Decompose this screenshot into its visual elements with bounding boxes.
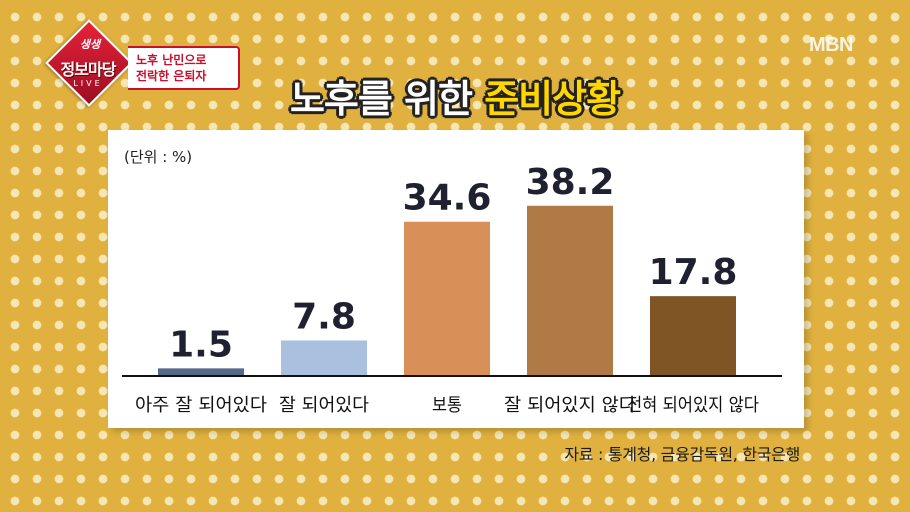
subtitle-line-2: 전락한 은퇴자 xyxy=(136,69,207,83)
logo-top-text: 생생 xyxy=(79,38,101,51)
headline-part-1: 노후를 위한 xyxy=(289,77,485,121)
bar-1 xyxy=(158,368,244,375)
category-label-5: 전혀 되어있지 않다 xyxy=(627,395,759,416)
value-label-1: 1.5 xyxy=(169,324,233,365)
category-label-4: 잘 되어있지 않다 xyxy=(504,395,636,416)
bar-2 xyxy=(281,340,367,375)
channel-watermark: MBN xyxy=(808,34,854,56)
unit-label: (단위 : %) xyxy=(124,148,193,166)
value-label-5: 17.8 xyxy=(649,252,738,293)
segment-subtitle: 노후 난민으로 전락한 은퇴자 xyxy=(128,46,240,90)
value-label-3: 34.6 xyxy=(403,178,492,219)
logo-live-text: LIVE xyxy=(73,79,103,88)
bar-5 xyxy=(650,296,736,375)
headline-part-2: 준비상황 xyxy=(484,77,621,121)
bar-3 xyxy=(404,221,490,375)
program-logo: 생생 정보마당 LIVE xyxy=(45,19,133,107)
bar-4 xyxy=(527,205,613,375)
category-label-1: 아주 잘 되어있다 xyxy=(135,395,267,416)
value-label-4: 38.2 xyxy=(526,162,615,203)
chart-headline: 노후를 위한 준비상황 xyxy=(0,68,910,123)
category-label-2: 잘 되어있다 xyxy=(279,395,369,416)
source-note: 자료 : 통계청, 금융감독원, 한국은행 xyxy=(564,445,800,464)
logo-main-text: 정보마당 xyxy=(60,60,117,79)
category-label-3: 보통 xyxy=(432,395,462,416)
subtitle-line-1: 노후 난민으로 xyxy=(136,53,207,67)
value-label-2: 7.8 xyxy=(292,296,356,337)
